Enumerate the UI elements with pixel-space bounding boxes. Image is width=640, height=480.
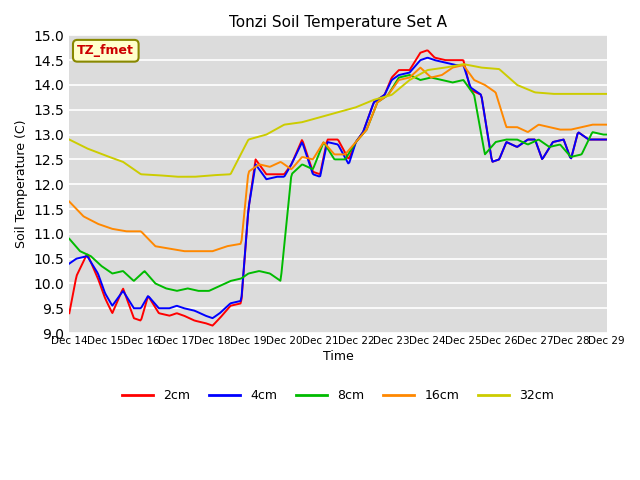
Title: Tonzi Soil Temperature Set A: Tonzi Soil Temperature Set A	[229, 15, 447, 30]
Text: TZ_fmet: TZ_fmet	[77, 44, 134, 57]
Y-axis label: Soil Temperature (C): Soil Temperature (C)	[15, 120, 28, 249]
X-axis label: Time: Time	[323, 350, 353, 363]
Legend: 2cm, 4cm, 8cm, 16cm, 32cm: 2cm, 4cm, 8cm, 16cm, 32cm	[117, 384, 559, 407]
